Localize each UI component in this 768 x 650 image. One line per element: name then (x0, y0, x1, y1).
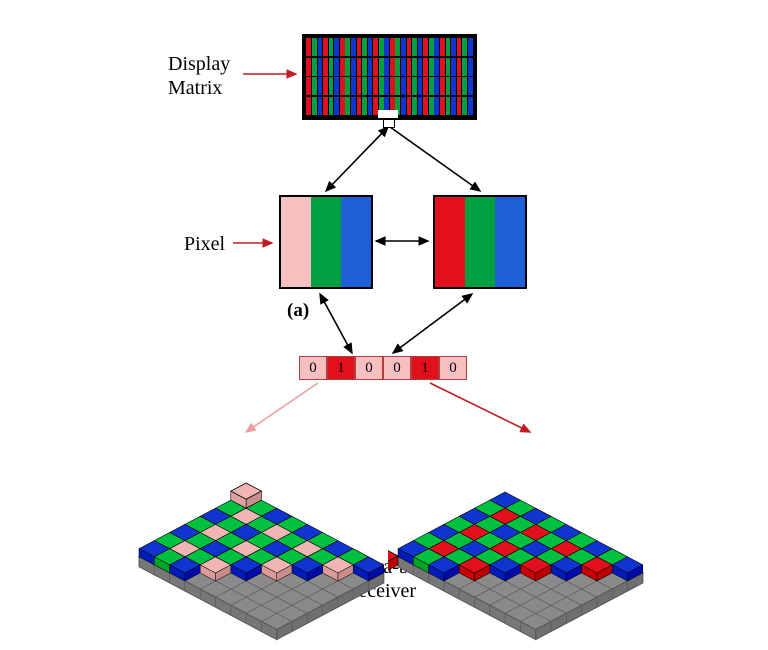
bitstream-cell: 0 (383, 356, 411, 380)
zoom-notch (383, 120, 395, 128)
bitstream-cell: 0 (439, 356, 467, 380)
display-matrix-label: Display Matrix (168, 52, 230, 100)
pixel-left (279, 195, 373, 289)
display-matrix (302, 34, 477, 120)
bitstream-cell: 0 (299, 356, 327, 380)
pixel-label: Pixel (184, 232, 225, 256)
part-a-label: (a) (287, 300, 309, 322)
sensor-right (388, 460, 653, 650)
pixel-right (433, 195, 527, 289)
bitstream-cell: 0 (355, 356, 383, 380)
bitstream-cell: 1 (327, 356, 355, 380)
sensor-left (129, 460, 394, 650)
bitstream: 010010 (299, 356, 467, 380)
bitstream-cell: 1 (411, 356, 439, 380)
